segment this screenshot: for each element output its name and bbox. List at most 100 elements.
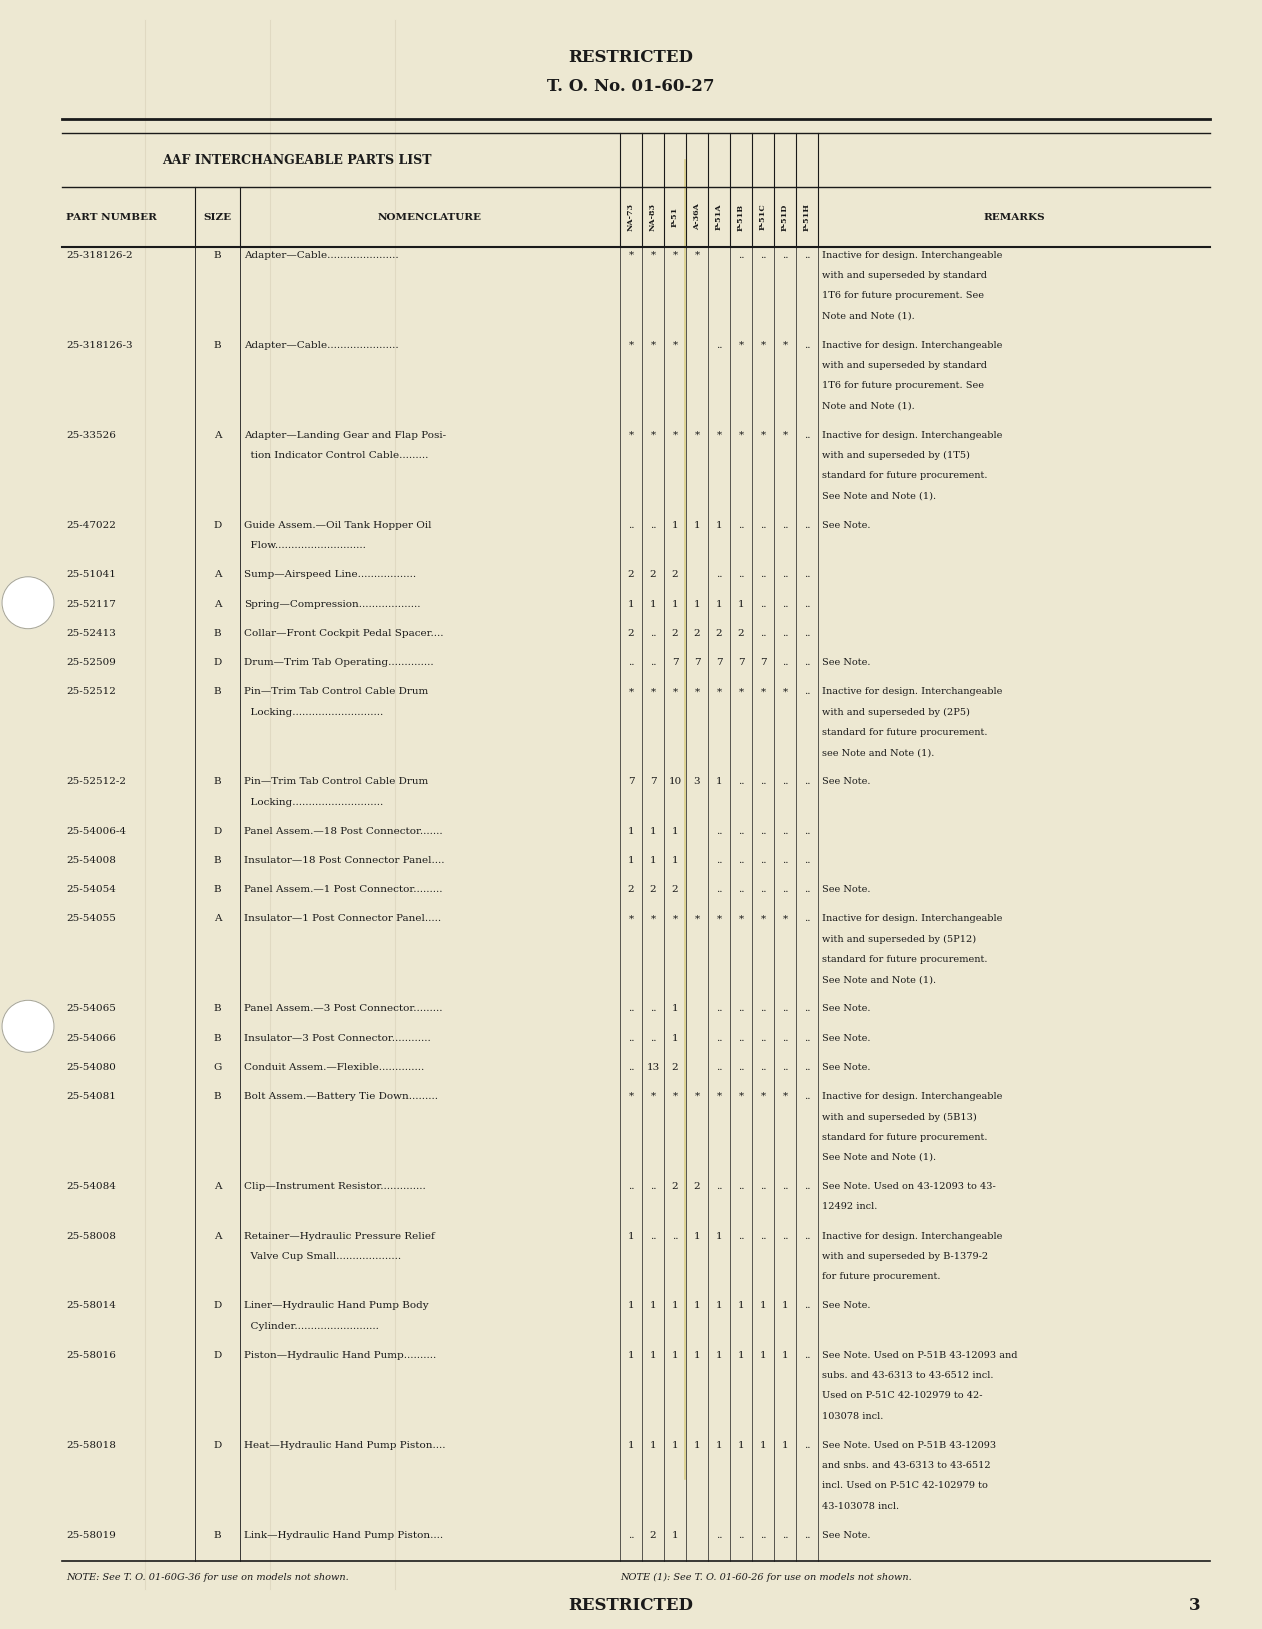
Text: ..: ..: [781, 251, 789, 261]
Text: 7: 7: [694, 658, 700, 668]
Text: ..: ..: [781, 1531, 789, 1539]
Text: Used on P-51C 42-102979 to 42-: Used on P-51C 42-102979 to 42-: [822, 1391, 983, 1401]
Text: ..: ..: [716, 885, 722, 894]
Text: 25-54080: 25-54080: [66, 1064, 116, 1072]
Text: 1: 1: [694, 1440, 700, 1450]
Text: Panel Assem.—3 Post Connector.........: Panel Assem.—3 Post Connector.........: [244, 1005, 443, 1013]
Text: P-51B: P-51B: [737, 204, 745, 231]
Text: 1: 1: [781, 1350, 789, 1360]
Text: P-51A: P-51A: [716, 204, 723, 230]
Text: 25-52512-2: 25-52512-2: [66, 777, 126, 787]
Text: 1: 1: [627, 1232, 635, 1241]
Text: Insulator—18 Post Connector Panel....: Insulator—18 Post Connector Panel....: [244, 855, 444, 865]
Text: 25-58018: 25-58018: [66, 1440, 116, 1450]
Text: ..: ..: [716, 1531, 722, 1539]
Text: 7: 7: [650, 777, 656, 787]
Text: 1T6 for future procurement. See: 1T6 for future procurement. See: [822, 381, 984, 391]
Text: 7: 7: [760, 658, 766, 668]
Text: Pin—Trim Tab Control Cable Drum: Pin—Trim Tab Control Cable Drum: [244, 687, 428, 696]
Text: A: A: [213, 1183, 221, 1191]
Text: 1: 1: [650, 1350, 656, 1360]
Text: Adapter—Cable......................: Adapter—Cable......................: [244, 251, 399, 261]
Text: 1: 1: [716, 1350, 722, 1360]
Text: *: *: [673, 914, 678, 924]
Text: ..: ..: [716, 570, 722, 580]
Text: 1: 1: [650, 1302, 656, 1310]
Text: Inactive for design. Interchangeable: Inactive for design. Interchangeable: [822, 1091, 1002, 1101]
Text: *: *: [650, 687, 655, 696]
Text: standard for future procurement.: standard for future procurement.: [822, 1132, 987, 1142]
Text: D: D: [213, 828, 222, 836]
Text: with and superseded by (5B13): with and superseded by (5B13): [822, 1113, 977, 1121]
Text: B: B: [213, 1005, 221, 1013]
Text: ..: ..: [716, 1064, 722, 1072]
Text: *: *: [628, 432, 634, 440]
Text: A: A: [213, 914, 221, 924]
Text: ..: ..: [650, 1005, 656, 1013]
Text: ..: ..: [716, 340, 722, 350]
Text: 25-54054: 25-54054: [66, 885, 116, 894]
Text: ..: ..: [804, 432, 810, 440]
Text: ..: ..: [804, 599, 810, 609]
Text: 1: 1: [781, 1440, 789, 1450]
Text: RESTRICTED: RESTRICTED: [568, 1596, 694, 1613]
Text: P-51: P-51: [671, 207, 679, 226]
Text: 7: 7: [627, 777, 635, 787]
Text: 1: 1: [671, 1350, 678, 1360]
Text: T. O. No. 01-60-27: T. O. No. 01-60-27: [548, 78, 714, 94]
Text: See Note.: See Note.: [822, 1531, 871, 1539]
Text: Drum—Trim Tab Operating..............: Drum—Trim Tab Operating..............: [244, 658, 434, 668]
Text: Locking............................: Locking............................: [244, 798, 384, 806]
Text: *: *: [694, 251, 699, 261]
Text: *: *: [761, 432, 766, 440]
Text: B: B: [213, 1091, 221, 1101]
Text: See Note and Note (1).: See Note and Note (1).: [822, 1153, 936, 1161]
Text: ..: ..: [804, 1091, 810, 1101]
Text: A: A: [213, 432, 221, 440]
Text: 25-54084: 25-54084: [66, 1183, 116, 1191]
Text: *: *: [738, 432, 743, 440]
Text: See Note.: See Note.: [822, 521, 871, 529]
Text: 2: 2: [738, 629, 745, 639]
Text: 1: 1: [650, 1440, 656, 1450]
Text: Bolt Assem.—Battery Tie Down.........: Bolt Assem.—Battery Tie Down.........: [244, 1091, 438, 1101]
Text: ..: ..: [738, 1005, 745, 1013]
Text: ..: ..: [781, 828, 789, 836]
Text: 10: 10: [669, 777, 681, 787]
Text: B: B: [213, 251, 221, 261]
Text: ..: ..: [627, 1064, 635, 1072]
Text: 1: 1: [694, 521, 700, 529]
Text: Inactive for design. Interchangeable: Inactive for design. Interchangeable: [822, 1232, 1002, 1241]
Text: *: *: [738, 1091, 743, 1101]
Text: *: *: [673, 432, 678, 440]
Text: See Note. Used on 43-12093 to 43-: See Note. Used on 43-12093 to 43-: [822, 1183, 996, 1191]
Text: ..: ..: [804, 521, 810, 529]
Text: ..: ..: [804, 777, 810, 787]
Text: A: A: [213, 570, 221, 580]
Text: 1: 1: [781, 1302, 789, 1310]
Text: 25-54055: 25-54055: [66, 914, 116, 924]
Text: D: D: [213, 521, 222, 529]
Text: *: *: [782, 1091, 787, 1101]
Text: ..: ..: [781, 658, 789, 668]
Text: Inactive for design. Interchangeable: Inactive for design. Interchangeable: [822, 687, 1002, 696]
Text: See Note. Used on P-51B 43-12093: See Note. Used on P-51B 43-12093: [822, 1440, 996, 1450]
Text: RESTRICTED: RESTRICTED: [568, 49, 694, 65]
Text: Panel Assem.—18 Post Connector.......: Panel Assem.—18 Post Connector.......: [244, 828, 443, 836]
Text: NOTE (1): See T. O. 01-60-26 for use on models not shown.: NOTE (1): See T. O. 01-60-26 for use on …: [620, 1572, 911, 1582]
Text: ..: ..: [804, 1302, 810, 1310]
Text: 1: 1: [627, 1302, 635, 1310]
Text: ..: ..: [760, 777, 766, 787]
Text: ..: ..: [671, 1232, 678, 1241]
Text: 1: 1: [716, 599, 722, 609]
Text: ..: ..: [760, 599, 766, 609]
Text: 1: 1: [716, 777, 722, 787]
Text: ..: ..: [738, 828, 745, 836]
Text: ..: ..: [804, 1064, 810, 1072]
Text: standard for future procurement.: standard for future procurement.: [822, 471, 987, 481]
Text: Note and Note (1).: Note and Note (1).: [822, 402, 915, 411]
Text: *: *: [650, 340, 655, 350]
Text: 1: 1: [738, 1350, 745, 1360]
Text: ..: ..: [650, 1034, 656, 1043]
Text: ..: ..: [738, 251, 745, 261]
